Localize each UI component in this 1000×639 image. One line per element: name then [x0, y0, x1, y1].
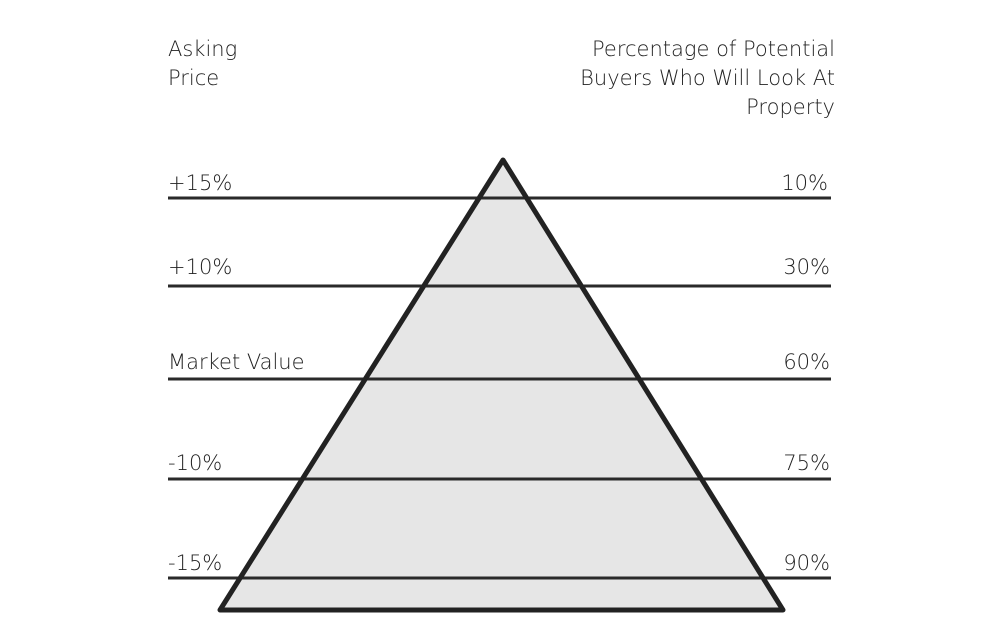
- asking-price: +10%: [168, 255, 232, 279]
- asking-price: -15%: [168, 551, 222, 575]
- pyramid-fill: [220, 160, 783, 610]
- right-header: Percentage of Potential: [592, 37, 835, 61]
- right-header: Buyers Who Will Look At: [580, 66, 835, 90]
- left-header: Price: [168, 66, 219, 90]
- buyer-percentage: 60%: [783, 350, 830, 374]
- buyer-percentage: 30%: [783, 255, 830, 279]
- buyer-percentage: 90%: [783, 551, 830, 575]
- rows: [168, 196, 831, 580]
- asking-price: +15%: [168, 171, 232, 195]
- asking-price: -10%: [168, 451, 222, 475]
- buyer-percentage: 75%: [783, 451, 830, 475]
- buyer-percentage: 10%: [781, 171, 828, 195]
- pyramid-outline: [217, 157, 786, 613]
- asking-price: Market Value: [168, 350, 305, 374]
- left-header: Asking: [168, 37, 237, 61]
- right-header: Property: [746, 95, 835, 119]
